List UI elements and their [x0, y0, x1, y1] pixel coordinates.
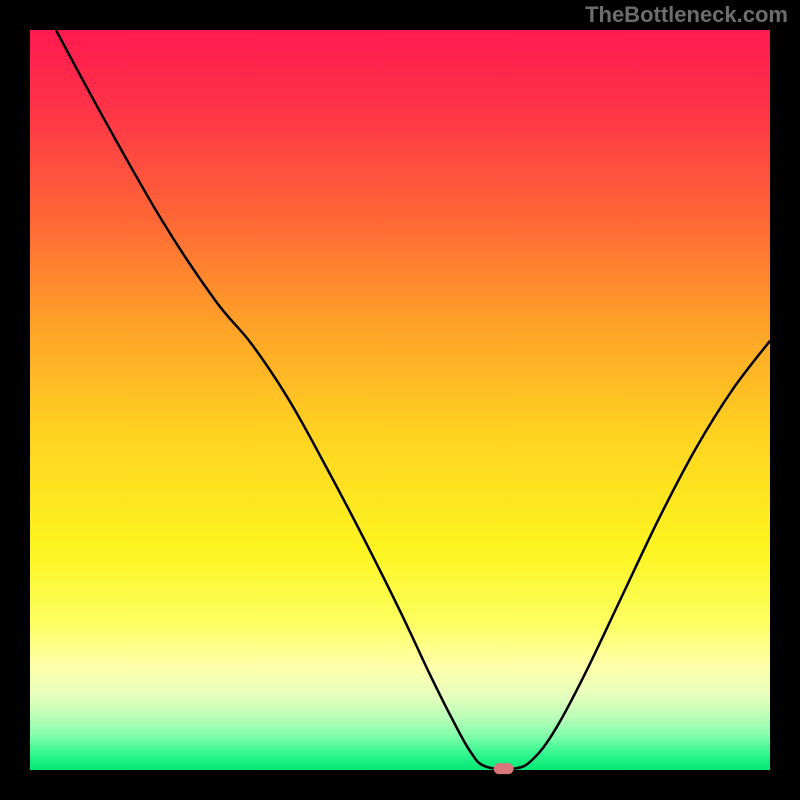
bottleneck-curve [30, 30, 770, 770]
watermark-text: TheBottleneck.com [585, 2, 788, 28]
minimum-marker [493, 763, 514, 775]
plot-area [30, 30, 770, 770]
